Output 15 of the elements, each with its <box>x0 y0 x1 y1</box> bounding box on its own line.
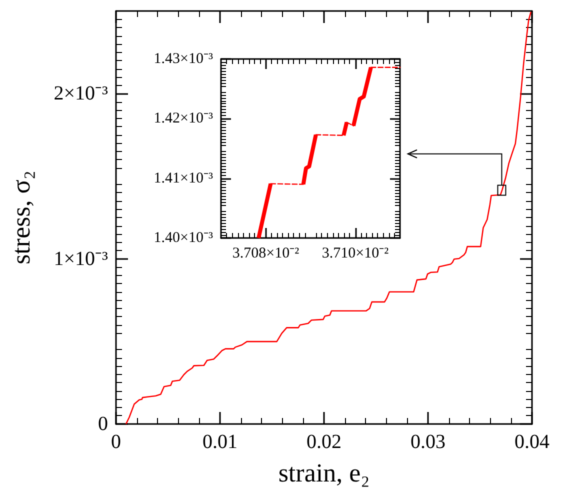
x-tick-label: 3.708×10⁻² <box>232 246 300 262</box>
x-axis-title: strain, e₂ <box>278 458 370 488</box>
y-tick-label: 1.42×10⁻³ <box>154 110 214 127</box>
y-tick-label: 1.41×10⁻³ <box>154 170 214 186</box>
x-tick-label: 3.710×10⁻² <box>322 246 390 262</box>
y-tick-label: 0 <box>98 413 108 435</box>
x-tick-label: 0.03 <box>410 431 446 453</box>
x-tick-label: 0.04 <box>514 431 550 453</box>
x-tick-label: 0.01 <box>202 431 238 453</box>
x-tick-label: 0.02 <box>306 431 342 453</box>
y-tick-label: 1.43×10⁻³ <box>154 51 214 67</box>
y-tick-label: 1×10⁻³ <box>54 248 108 270</box>
y-tick-label: 2×10⁻³ <box>54 82 108 105</box>
y-tick-label: 1.40×10⁻³ <box>154 230 214 246</box>
y-axis-title: stress, σ₂ <box>6 170 36 264</box>
